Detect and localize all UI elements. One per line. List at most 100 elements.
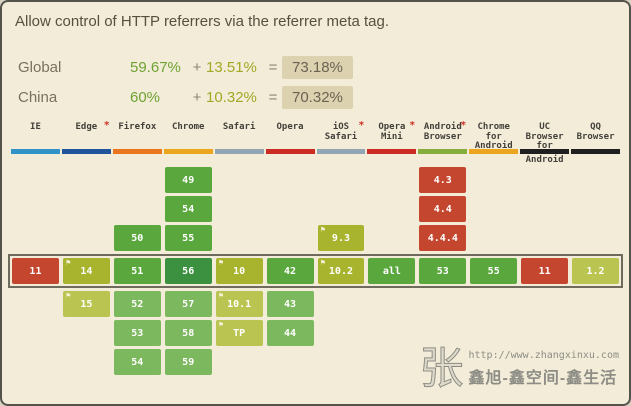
version-label: all xyxy=(382,265,401,277)
browser-name-overflow: Android xyxy=(525,155,564,165)
browser-header-chrome: Chrome xyxy=(163,120,214,154)
version-cell[interactable]: 53 xyxy=(113,320,161,346)
version-cell[interactable]: 11 xyxy=(12,258,59,284)
version-label: 58 xyxy=(182,327,195,339)
stat-row-china: China 60% + 10.32% = 70.32% xyxy=(18,84,353,110)
version-label: 53 xyxy=(436,265,449,277)
flag-icon: ⚑ xyxy=(320,225,326,234)
version-cell[interactable]: ⚑ 10.2 xyxy=(317,258,365,284)
partial-percent: 13.51% xyxy=(206,58,257,76)
flag-icon: ⚑ xyxy=(65,291,71,300)
flag-icon: ⚑ xyxy=(218,258,224,267)
browser-brand-bar xyxy=(367,149,417,154)
version-label: 55 xyxy=(487,265,500,277)
version-cell[interactable]: 55 xyxy=(164,225,212,251)
version-label: 59 xyxy=(182,356,195,368)
browser-header-ie: IE xyxy=(10,120,61,154)
browser-name: Android Browser xyxy=(423,122,462,142)
version-label: 11 xyxy=(29,265,42,277)
version-label: 50 xyxy=(131,232,144,244)
browser-name: QQ Browser xyxy=(576,122,615,142)
watermark-url[interactable]: http://www.zhangxinxu.com xyxy=(468,350,619,361)
version-cell[interactable]: 49 xyxy=(164,167,212,193)
current-version-row: 11 ⚑ 14 51 56 ⚑ 10 42 ⚑ 10.2 all 53 55 11 1.2 xyxy=(8,254,623,288)
version-label: 14 xyxy=(80,265,93,277)
version-cell[interactable]: 53 xyxy=(419,258,467,284)
partial-percent: 10.32% xyxy=(206,88,257,106)
feature-title: Allow control of HTTP referrers via the … xyxy=(15,13,390,30)
version-cell[interactable]: 42 xyxy=(266,258,314,284)
flag-icon: ⚑ xyxy=(218,291,224,300)
version-cell[interactable]: ⚑ 10 xyxy=(215,258,263,284)
flag-icon: ⚑ xyxy=(65,258,71,267)
version-label: 10.2 xyxy=(328,265,353,277)
version-cell[interactable]: 44 xyxy=(266,320,314,346)
browser-header-opera: Opera xyxy=(265,120,316,154)
browser-brand-bar xyxy=(571,149,620,154)
version-row: ⚑ 15 52 57 ⚑ 10.1 43 xyxy=(10,291,621,317)
version-cell[interactable]: 51 xyxy=(113,258,161,284)
version-label: 57 xyxy=(182,298,195,310)
browser-header-row: IE Edge * Firefox Chrome Safari Opera iOS Safari… xyxy=(10,120,621,165)
version-cell[interactable]: ⚑ 14 xyxy=(62,258,110,284)
browser-name: Opera xyxy=(276,122,304,132)
equals-sign: = xyxy=(268,58,278,76)
version-cell[interactable]: 56 xyxy=(164,258,212,284)
browser-header-ios-safari: iOS Safari * xyxy=(316,120,367,154)
version-cell[interactable]: ⚑ 15 xyxy=(62,291,110,317)
browser-header-opera-mini: Opera Mini * xyxy=(366,120,417,154)
version-label: 56 xyxy=(182,265,195,277)
version-cell[interactable]: 59 xyxy=(164,349,212,375)
version-cell[interactable]: 50 xyxy=(113,225,161,251)
version-cell[interactable]: all xyxy=(368,258,416,284)
browser-name: IE xyxy=(30,122,41,132)
version-cell[interactable]: 54 xyxy=(164,196,212,222)
browser-brand-bar xyxy=(11,149,60,154)
watermark-seal-char: 张 xyxy=(419,343,464,394)
version-cell[interactable]: 57 xyxy=(164,291,212,317)
watermark-text-block: http://www.zhangxinxu.com 鑫旭-鑫空间-鑫生活 xyxy=(468,346,619,388)
watermark: 张 http://www.zhangxinxu.com 鑫旭-鑫空间-鑫生活 xyxy=(419,343,619,394)
browser-name: Firefox xyxy=(118,122,157,132)
version-label: 1.2 xyxy=(586,265,605,277)
region-label: China xyxy=(18,88,58,106)
browser-name: Chrome xyxy=(171,122,205,132)
usage-stats-section: Global 59.67% + 13.51% = 73.18% China 60… xyxy=(18,54,353,114)
flag-icon: ⚑ xyxy=(218,320,224,329)
version-cell[interactable]: 11 xyxy=(521,258,569,284)
version-label: 43 xyxy=(284,298,297,310)
flag-icon: ⚑ xyxy=(320,258,326,267)
version-cell[interactable]: ⚑ 9.3 xyxy=(317,225,365,251)
supported-percent: 59.67% xyxy=(130,58,181,76)
version-cell[interactable]: 54 xyxy=(113,349,161,375)
browser-brand-bar xyxy=(316,149,366,154)
version-cell[interactable]: 4.3 xyxy=(419,167,467,193)
browser-brand-bar xyxy=(214,149,264,154)
browser-name: Chrome for Android xyxy=(474,122,513,151)
version-row: 49 4.3 xyxy=(10,167,621,193)
version-cell[interactable]: ⚑ TP xyxy=(215,320,263,346)
browser-header-qq-browser: QQ Browser xyxy=(570,120,621,154)
version-row: 50 55 ⚑ 9.3 4.4.4 xyxy=(10,225,621,251)
browser-header-safari: Safari xyxy=(214,120,265,154)
version-cell[interactable]: 4.4 xyxy=(419,196,467,222)
browser-header-chrome-for-android: Chrome for Android xyxy=(468,120,519,154)
version-label: 10 xyxy=(233,265,246,277)
version-label: 44 xyxy=(284,327,297,339)
version-cell[interactable]: 43 xyxy=(266,291,314,317)
version-label: 42 xyxy=(284,265,297,277)
version-cell[interactable]: ⚑ 10.1 xyxy=(215,291,263,317)
version-cell[interactable]: 4.4.4 xyxy=(419,225,467,251)
version-cell[interactable]: 1.2 xyxy=(572,258,619,284)
version-label: 15 xyxy=(80,298,93,310)
browser-header-android-browser: Android Browser * xyxy=(417,120,468,154)
version-cell[interactable]: 55 xyxy=(470,258,518,284)
version-cell[interactable]: 52 xyxy=(113,291,161,317)
total-percent-badge: 73.18% xyxy=(282,55,353,79)
version-label: TP xyxy=(233,327,246,339)
browser-brand-bar xyxy=(265,149,315,154)
browser-name: UC Browser for xyxy=(525,122,564,151)
note-asterisk-icon: * xyxy=(409,120,416,131)
plus-sign: + xyxy=(192,88,202,106)
version-cell[interactable]: 58 xyxy=(164,320,212,346)
